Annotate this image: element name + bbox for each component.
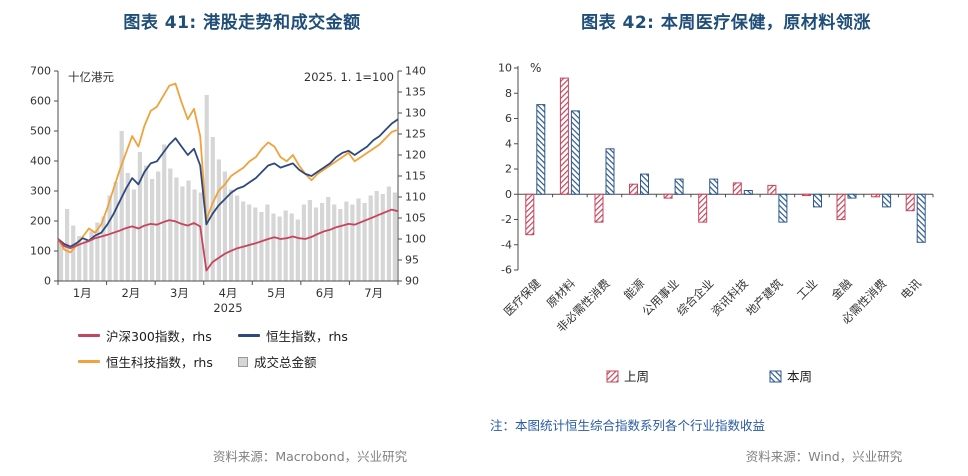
panel-chart-41: 图表 41: 港股走势和成交金额 0 100 200 300 400 500 600 700 9… <box>30 13 426 464</box>
hk-trend-chart: 0 100 200 300 400 500 600 700 90 95 100 105 110 115 12… <box>30 65 426 316</box>
svg-text:130: 130 <box>405 107 426 120</box>
index-base-label: 2025. 1. 1=100 <box>304 70 394 84</box>
legend-box-swatch <box>238 356 248 367</box>
svg-text:4月: 4月 <box>219 286 238 300</box>
legend-line-swatch <box>78 334 100 337</box>
svg-text:10: 10 <box>498 62 512 75</box>
svg-text:2025: 2025 <box>213 301 242 315</box>
svg-text:4: 4 <box>505 137 512 150</box>
chart-41-legend: 沪深300指数，rhs 恒生指数，rhs 恒生科技指数，rhs 成交总金额 <box>78 326 348 371</box>
svg-text:95: 95 <box>405 254 419 267</box>
category-label: 能源 <box>621 276 648 303</box>
legend-line-swatch <box>78 360 100 363</box>
chart-41-source: 资料来源：Macrobond，兴业研究 <box>212 449 408 464</box>
svg-text:120: 120 <box>405 149 426 162</box>
category-label: 资讯科技 <box>708 276 751 319</box>
svg-text:0: 0 <box>505 188 512 201</box>
svg-text:2: 2 <box>505 163 512 176</box>
svg-text:300: 300 <box>30 185 51 198</box>
legend-label: 恒生科技指数，rhs <box>106 355 213 370</box>
legend-swatch <box>606 370 619 383</box>
svg-text:90: 90 <box>405 275 419 288</box>
legend-label: 恒生指数，rhs <box>266 329 348 344</box>
line-hstech <box>57 82 399 254</box>
svg-text:600: 600 <box>30 95 51 108</box>
svg-text:-4: -4 <box>501 238 512 251</box>
volume-bars <box>58 95 397 281</box>
svg-text:7月: 7月 <box>364 286 383 300</box>
svg-text:8: 8 <box>505 87 512 100</box>
legend-item: 恒生科技指数，rhs <box>78 352 230 371</box>
category-label: 地产建筑 <box>743 276 786 319</box>
left-axis-unit-label: 十亿港元 <box>68 70 114 84</box>
svg-text:125: 125 <box>405 128 426 141</box>
svg-text:135: 135 <box>405 86 426 99</box>
category-label: 综合企业 <box>674 276 716 318</box>
category-label: 公用事业 <box>639 276 681 318</box>
legend-label: 成交总金额 <box>254 355 317 370</box>
category-label: 金融 <box>829 276 856 303</box>
svg-text:115: 115 <box>405 170 426 183</box>
svg-text:5月: 5月 <box>267 286 286 300</box>
percent-axis-label: % <box>530 61 541 75</box>
chart-42-note: 注：本图统计恒生综合指数系列各个行业指数收益 <box>490 418 766 433</box>
legend-label: 上周 <box>624 369 649 384</box>
chart-42-title: 图表 42: 本周医疗保健，原材料领涨 <box>581 13 871 33</box>
svg-text:200: 200 <box>30 215 51 228</box>
svg-text:2月: 2月 <box>121 286 140 300</box>
svg-text:110: 110 <box>405 191 426 204</box>
legend-item: 沪深300指数，rhs <box>78 326 230 345</box>
legend-label: 本周 <box>787 369 812 384</box>
svg-text:1月: 1月 <box>73 286 92 300</box>
bars-this-week <box>536 104 926 243</box>
line-csi300 <box>57 208 399 272</box>
svg-text:6月: 6月 <box>316 286 335 300</box>
svg-text:400: 400 <box>30 155 51 168</box>
bars-last-week <box>525 77 915 236</box>
category-label: 医疗保健 <box>501 276 544 319</box>
svg-text:105: 105 <box>405 212 426 225</box>
svg-text:100: 100 <box>405 233 426 246</box>
svg-text:500: 500 <box>30 125 51 138</box>
svg-text:6: 6 <box>505 112 512 125</box>
chart-41-title: 图表 41: 港股走势和成交金额 <box>123 13 361 33</box>
svg-text:3月: 3月 <box>170 286 189 300</box>
svg-text:100: 100 <box>30 245 51 258</box>
chart-42-source: 资料来源：Wind，兴业研究 <box>745 449 903 464</box>
svg-text:-2: -2 <box>501 213 512 226</box>
panel-chart-42: 图表 42: 本周医疗保健，原材料领涨 -6 -4 -2 0 2 4 6 8 10% 医疗保健 原材… <box>484 0 968 476</box>
category-label: 电讯 <box>898 276 925 303</box>
svg-text:-6: -6 <box>501 264 512 277</box>
legend-item: 成交总金额 <box>238 352 348 371</box>
svg-text:700: 700 <box>30 65 51 78</box>
svg-text:0: 0 <box>44 275 51 288</box>
category-label: 工业 <box>794 276 820 302</box>
legend-swatch <box>769 370 782 383</box>
svg-text:140: 140 <box>405 65 426 78</box>
line-hsi <box>57 118 399 248</box>
legend-label: 沪深300指数，rhs <box>106 329 212 344</box>
legend-item: 恒生指数，rhs <box>238 326 348 345</box>
legend-line-swatch <box>238 334 260 337</box>
